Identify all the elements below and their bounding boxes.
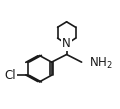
Text: N: N (62, 37, 71, 50)
Text: Cl: Cl (4, 69, 16, 82)
Text: NH$_2$: NH$_2$ (89, 56, 113, 71)
